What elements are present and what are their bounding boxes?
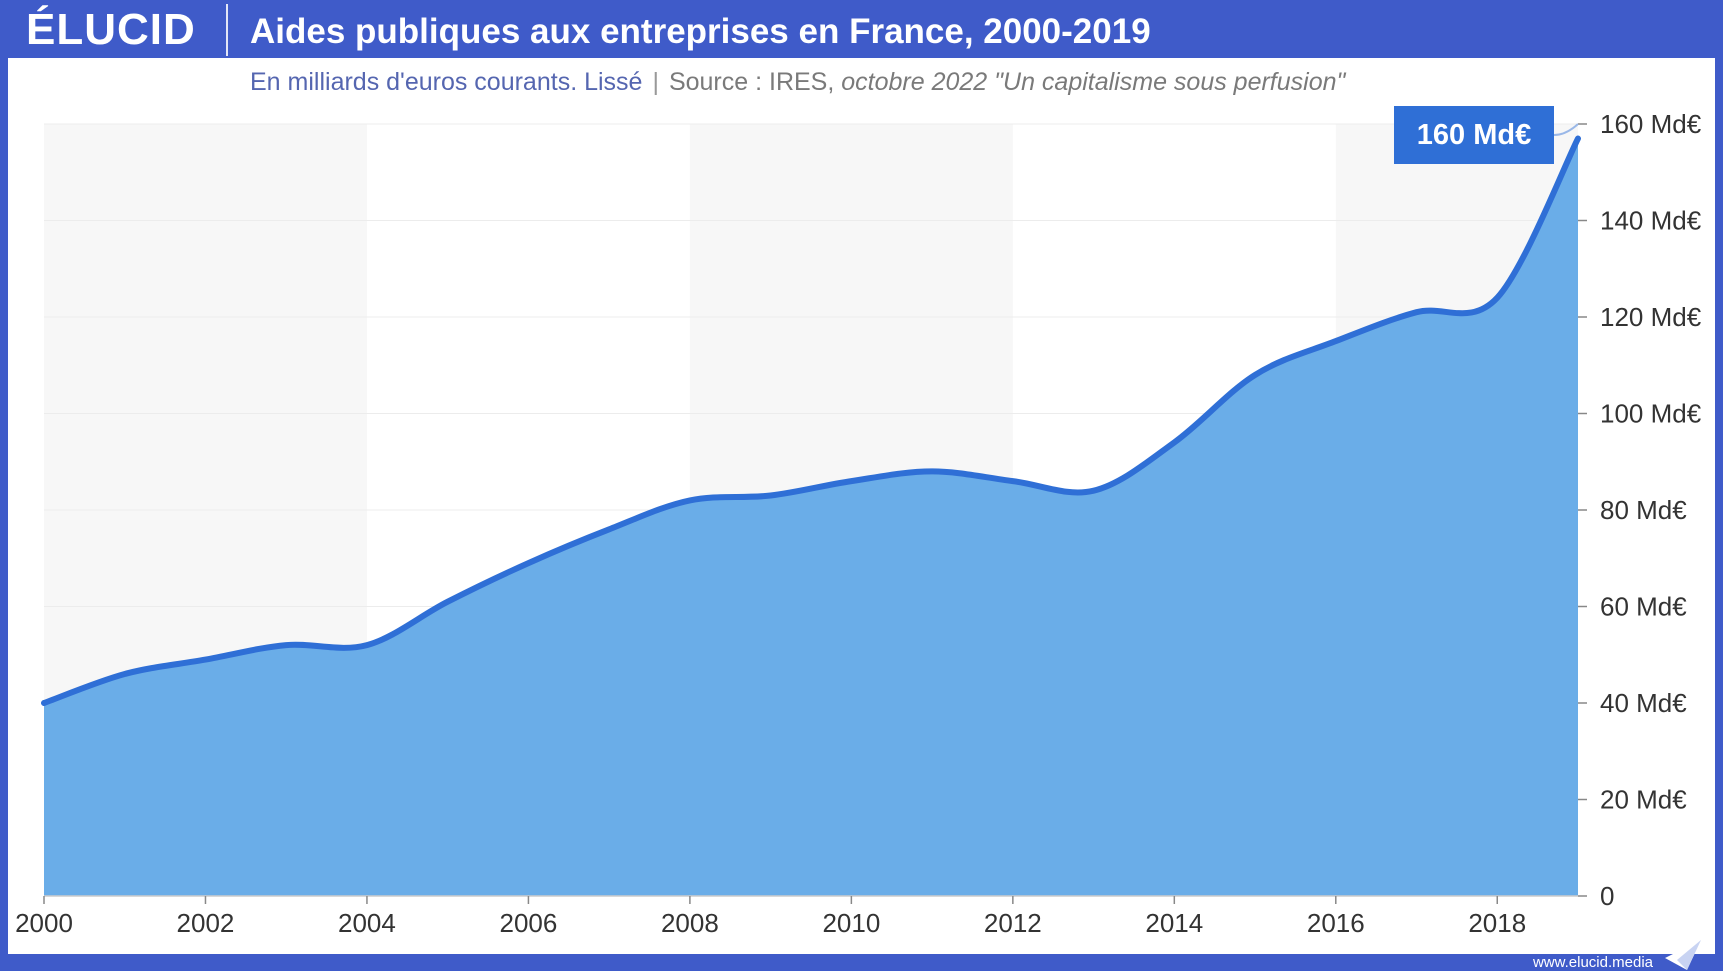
x-tick-label: 2010: [822, 908, 880, 938]
annotation-label: 160 Md€: [1417, 119, 1531, 151]
x-tick-label: 2004: [338, 908, 396, 938]
x-tick-label: 2000: [15, 908, 73, 938]
series-line: [41, 135, 1581, 706]
subtitle-publication: octobre 2022 "Un capitalisme sous perfus…: [841, 68, 1346, 96]
x-tick-label: 2016: [1307, 908, 1365, 938]
x-tick-label: 2006: [499, 908, 557, 938]
chart-subtitle: En milliards d'euros courants. Lissé | Sou…: [250, 66, 1345, 98]
y-tick-label: 60 Md€: [1600, 592, 1687, 622]
y-tick-label: 80 Md€: [1600, 495, 1687, 525]
area-fill: [44, 138, 1578, 896]
subtitle-units: En milliards d'euros courants. Lissé: [250, 68, 643, 96]
y-tick-label: 100 Md€: [1600, 399, 1702, 429]
annotation-box: [1394, 106, 1554, 164]
elucid-logo: ÉLUCID: [26, 5, 196, 54]
subtitle-separator: |: [652, 68, 659, 96]
header-divider: [226, 4, 228, 56]
x-tick-label: 2012: [984, 908, 1042, 938]
y-tick-label: 0: [1600, 881, 1614, 911]
x-tick-label: 2014: [1145, 908, 1203, 938]
footer-url: www.elucid.media: [1532, 954, 1653, 971]
header-bar: ÉLUCID Aides publiques aux entreprises e…: [0, 0, 1723, 58]
x-tick-label: 2008: [661, 908, 719, 938]
x-tick-label: 2018: [1468, 908, 1526, 938]
chart-title: Aides publiques aux entreprises en Franc…: [250, 12, 1151, 51]
y-tick-label: 160 Md€: [1600, 109, 1702, 139]
annotation-connector: [1553, 123, 1579, 136]
paper-plane-icon: [1665, 940, 1701, 970]
footer-bar: www.elucid.media: [0, 940, 1723, 971]
y-tick-label: 20 Md€: [1600, 785, 1687, 815]
y-tick-label: 40 Md€: [1600, 688, 1687, 718]
y-tick-label: 120 Md€: [1600, 302, 1702, 332]
subtitle-source: Source : IRES,: [668, 68, 842, 96]
y-tick-label: 140 Md€: [1600, 206, 1702, 236]
x-tick-label: 2002: [177, 908, 235, 938]
